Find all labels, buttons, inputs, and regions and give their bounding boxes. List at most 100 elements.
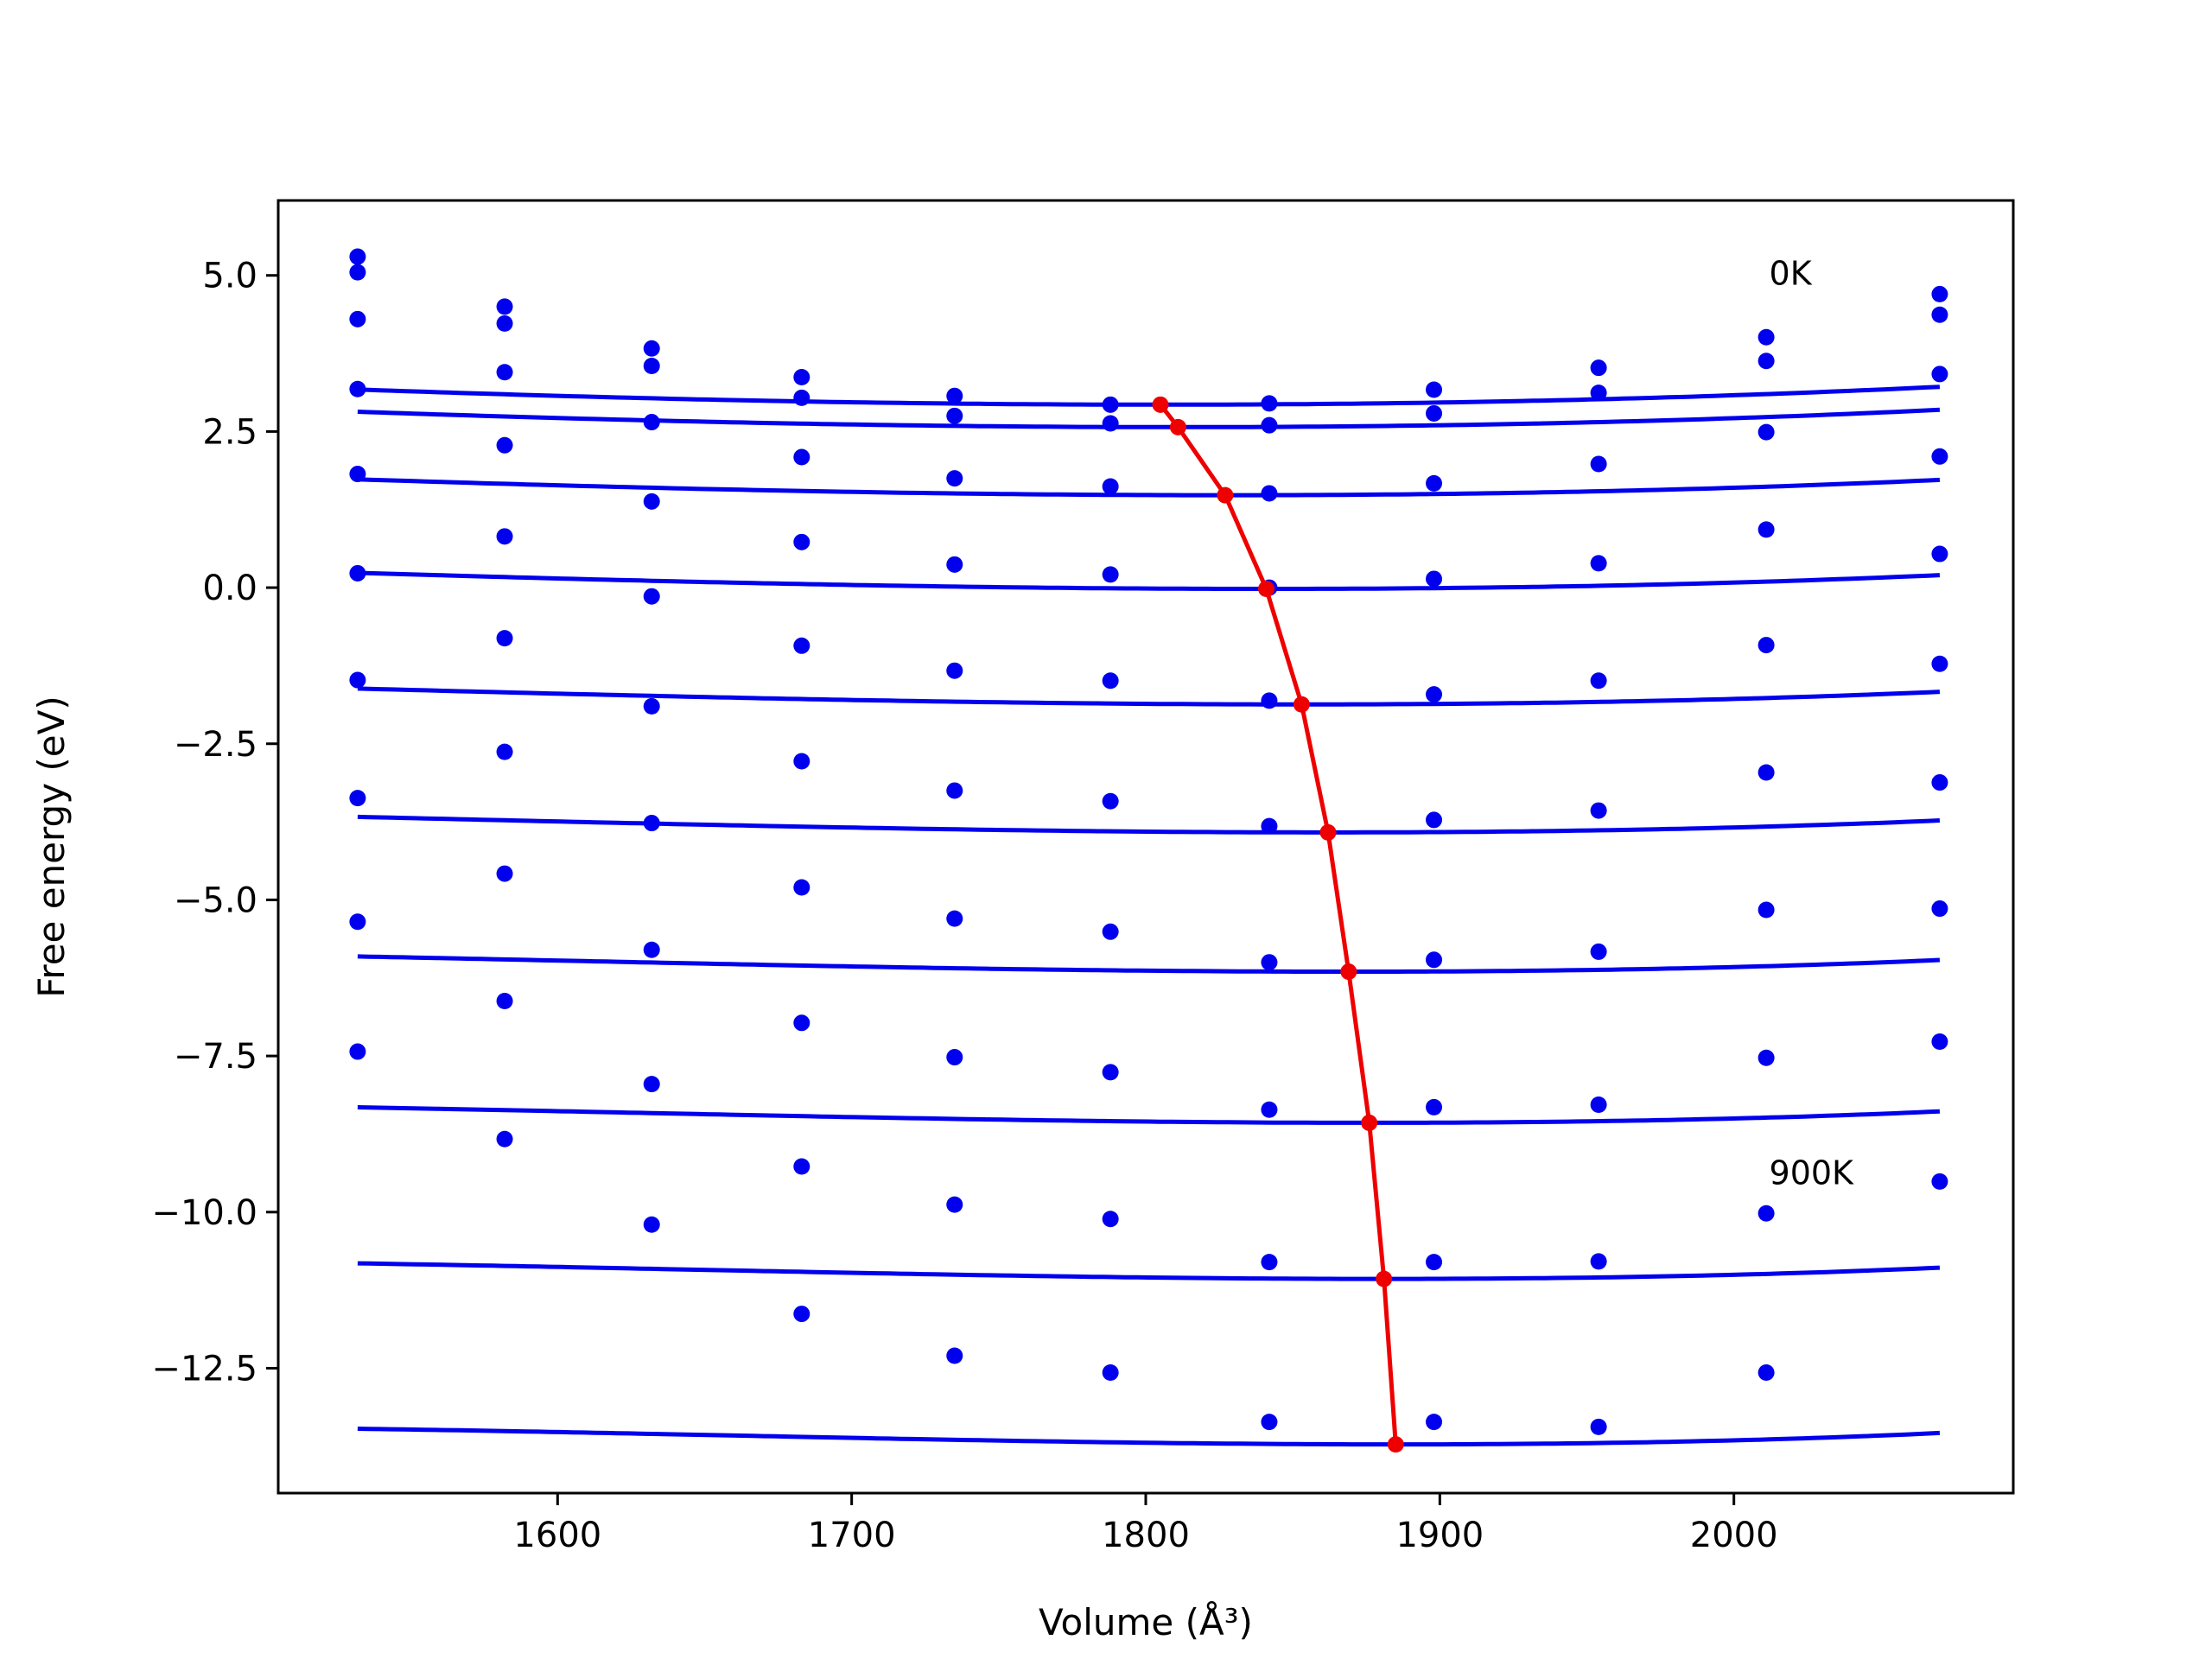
x-axis-label: Volume (Å³) <box>1039 1600 1253 1643</box>
data-point <box>1590 359 1607 377</box>
data-point <box>349 466 366 483</box>
data-point <box>1102 923 1119 940</box>
data-point <box>1261 1101 1278 1118</box>
y-tick-label: −5.0 <box>174 880 257 920</box>
data-point <box>1931 1173 1948 1190</box>
minima-line <box>1159 403 1398 1445</box>
data-point <box>793 1014 810 1032</box>
data-point <box>1261 395 1278 412</box>
fit-curve-5 <box>357 686 1941 707</box>
minimum-point <box>1361 1114 1378 1131</box>
minimum-point <box>1293 696 1310 713</box>
data-point <box>1102 478 1119 495</box>
data-point <box>1426 1098 1443 1116</box>
data-point <box>643 493 660 510</box>
data-point <box>793 533 810 550</box>
y-tick-label: 0.0 <box>202 569 257 608</box>
minimum-point <box>1340 963 1357 981</box>
data-points <box>349 248 1948 1435</box>
data-point <box>1426 1254 1443 1271</box>
y-tick-label: −7.5 <box>174 1037 257 1077</box>
data-point <box>1758 328 1775 346</box>
y-tick-label: −2.5 <box>174 725 257 765</box>
data-point <box>1590 802 1607 819</box>
data-point <box>349 248 366 265</box>
minima-trace <box>1152 396 1404 1453</box>
data-point <box>946 662 963 679</box>
data-point <box>793 1158 810 1175</box>
data-point <box>349 671 366 689</box>
data-point <box>1590 1253 1607 1270</box>
data-point <box>793 637 810 654</box>
data-point <box>946 1196 963 1213</box>
fit-curve-4 <box>357 570 1941 591</box>
fit-curve-6 <box>357 814 1941 835</box>
data-point <box>1102 1064 1119 1081</box>
fit-curve-2 <box>357 407 1941 429</box>
data-point <box>1102 792 1119 810</box>
temperature-annotation: 0K <box>1770 255 1813 293</box>
temperature-annotation: 900K <box>1770 1154 1855 1192</box>
data-point <box>496 436 513 454</box>
data-point <box>1590 1418 1607 1435</box>
x-tick-label: 1900 <box>1395 1516 1484 1555</box>
data-point <box>946 556 963 573</box>
data-point <box>1590 385 1607 402</box>
data-point <box>643 941 660 958</box>
data-point <box>643 340 660 357</box>
data-point <box>1590 672 1607 690</box>
data-point <box>1758 423 1775 441</box>
data-point <box>1426 686 1443 703</box>
data-point <box>1758 637 1775 654</box>
y-tick-label: 5.0 <box>202 257 257 296</box>
data-point <box>1261 954 1278 971</box>
data-point <box>1102 672 1119 690</box>
data-point <box>946 782 963 799</box>
data-point <box>1758 1049 1775 1066</box>
data-point <box>1426 811 1443 829</box>
minimum-point <box>1217 486 1234 504</box>
data-point <box>496 743 513 760</box>
data-point <box>496 298 513 315</box>
fit-curve-9 <box>357 1261 1940 1281</box>
data-point <box>349 790 366 807</box>
data-point <box>793 369 810 386</box>
data-point <box>349 1043 366 1060</box>
data-point <box>496 315 513 332</box>
data-point <box>946 387 963 404</box>
data-point <box>1102 415 1119 432</box>
data-point <box>793 448 810 466</box>
data-point <box>1931 655 1948 672</box>
data-point <box>643 1076 660 1093</box>
data-point <box>1931 306 1948 323</box>
data-point <box>349 310 366 327</box>
data-point <box>793 879 810 896</box>
data-point <box>496 1130 513 1147</box>
annotations: 0K 900K <box>1770 255 1855 1192</box>
y-tick-label: −10.0 <box>151 1193 257 1233</box>
data-point <box>1102 1364 1119 1382</box>
data-point <box>349 264 366 281</box>
data-point <box>793 1306 810 1323</box>
data-point <box>1590 1096 1607 1113</box>
data-point <box>1590 455 1607 473</box>
data-point <box>1931 365 1948 383</box>
data-point <box>946 1347 963 1364</box>
y-axis-label: Free energy (eV) <box>30 696 73 998</box>
data-point <box>1758 901 1775 918</box>
data-point <box>1931 285 1948 302</box>
fit-curve-7 <box>357 954 1941 974</box>
data-point <box>946 470 963 487</box>
data-point <box>1758 764 1775 781</box>
data-point <box>1261 692 1278 709</box>
data-point <box>1102 1211 1119 1228</box>
x-tick-label: 1700 <box>808 1516 896 1555</box>
fit-curve-1 <box>357 385 1941 407</box>
data-point <box>793 389 810 406</box>
fit-curve-8 <box>357 1105 1940 1125</box>
data-point <box>1102 566 1119 583</box>
data-point <box>1931 448 1948 465</box>
y-axis-ticks: 5.0 2.5 0.0 −2.5 −5.0 −7.5 −10.0 −12.5 <box>151 257 278 1389</box>
data-point <box>1261 485 1278 502</box>
